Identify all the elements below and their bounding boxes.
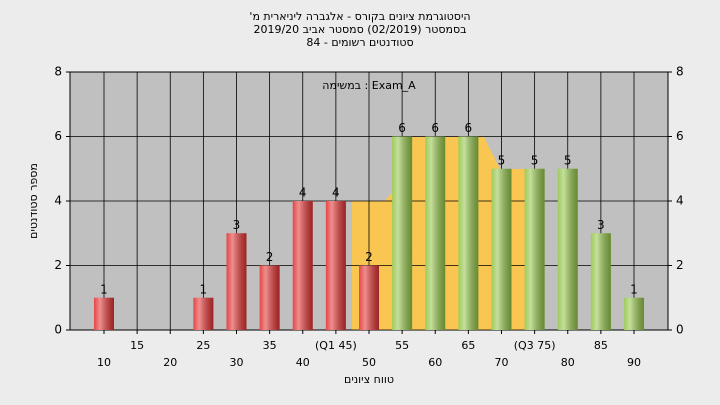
x-tick-label: 30 [230,356,244,369]
value-label: 2 [266,250,274,264]
y-tick-label: 2 [54,258,62,272]
y2-tick-label: 0 [676,323,684,337]
x-tick-label: 50 [362,356,376,369]
value-label: 6 [398,121,406,135]
x-tick-label: 40 [296,356,310,369]
x-tick-label: (Q1 45) [315,339,357,352]
value-label: 5 [498,153,506,167]
value-label: 3 [597,218,605,232]
value-label: 1 [630,282,638,296]
value-label: 3 [233,218,241,232]
x-tick-label: 85 [594,339,608,352]
title-line: סטודנטים רשומים - 84 [306,36,413,49]
x-tick-label: 80 [561,356,575,369]
value-label: 4 [332,186,340,200]
y2-tick-label: 2 [676,258,684,272]
x-tick-label: (Q3 75) [514,339,556,352]
title-line: בסמסטר (02/2019) סמסטר אביב 2019/20 [253,23,466,36]
value-label: 2 [365,250,373,264]
y2-tick-label: 4 [676,194,684,208]
x-tick-label: 55 [395,339,409,352]
x-tick-label: 70 [495,356,509,369]
title-line: 'היסטוגרמת ציונים בקורס - אלגברה ליניארי… [249,10,470,23]
y-tick-label: 4 [54,194,62,208]
x-tick-label: 90 [627,356,641,369]
x-tick-label: 10 [97,356,111,369]
y-tick-label: 6 [54,129,62,143]
y2-tick-label: 8 [676,65,684,79]
x-tick-label: 25 [196,339,210,352]
x-tick-label: 60 [428,356,442,369]
value-label: 4 [299,186,307,200]
y-axis-label: מספר סטודנטים [27,163,40,239]
value-label: 1 [100,282,108,296]
value-label: 1 [200,282,208,296]
x-tick-label: 15 [130,339,144,352]
x-axis-label: טווח ציונים [344,373,394,386]
y2-tick-label: 6 [676,129,684,143]
value-label: 5 [564,153,572,167]
value-label: 6 [431,121,439,135]
y-tick-label: 8 [54,65,62,79]
value-label: 5 [531,153,539,167]
value-label: 6 [465,121,473,135]
y-tick-label: 0 [54,323,62,337]
x-tick-label: 20 [163,356,177,369]
x-tick-label: 65 [461,339,475,352]
x-tick-label: 35 [263,339,277,352]
